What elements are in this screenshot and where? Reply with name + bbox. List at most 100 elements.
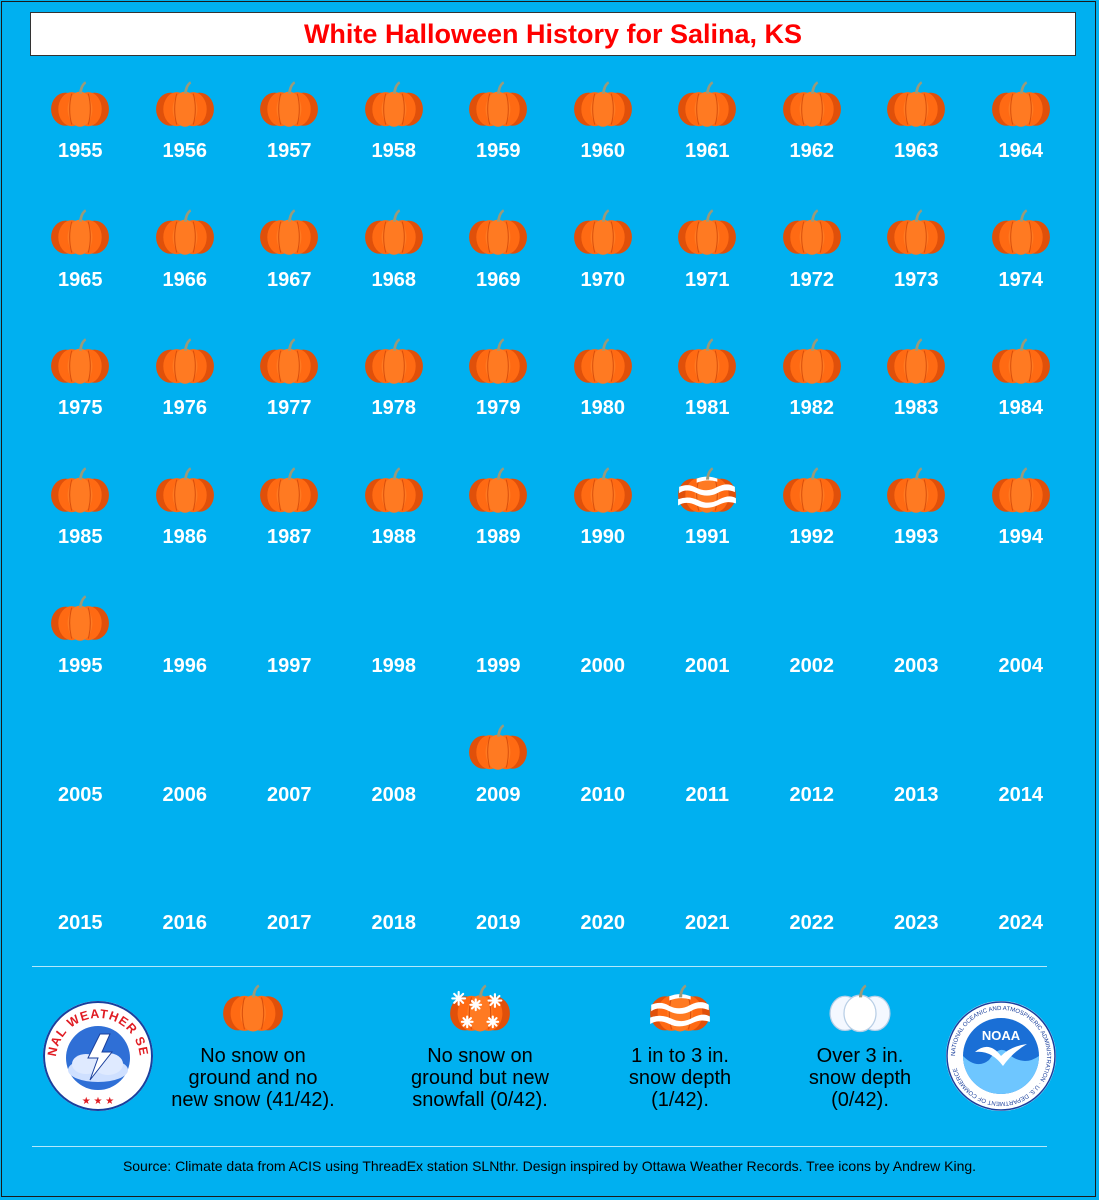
year-icon-slot	[133, 591, 238, 651]
year-label: 2000	[580, 654, 626, 677]
year-label: 2001	[685, 654, 730, 677]
year-label: 2004	[998, 654, 1044, 677]
year-cell: 1998	[342, 591, 447, 719]
year-icon-slot	[237, 76, 342, 136]
year-label: 1989	[476, 526, 521, 549]
year-cell: 1960	[551, 76, 656, 204]
year-icon-slot	[655, 720, 760, 780]
year-icon-slot	[133, 333, 238, 393]
year-icon-slot	[655, 848, 760, 908]
year-icon-slot	[133, 848, 238, 908]
year-label: 2018	[371, 912, 417, 935]
year-label: 1993	[894, 526, 939, 549]
year-label: 1980	[580, 397, 626, 420]
legend-label: 1 in to 3 in. snow depth (1/42).	[628, 1045, 732, 1111]
year-icon-slot	[342, 848, 447, 908]
year-icon-slot	[133, 462, 238, 522]
year-cell: 2000	[551, 591, 656, 719]
year-icon-slot	[28, 76, 133, 136]
snow-striped-pumpkin-icon	[648, 981, 712, 1040]
year-cell: 2003	[864, 591, 969, 719]
year-label: 1977	[267, 397, 312, 420]
pumpkin-icon	[49, 206, 111, 263]
year-icon-slot	[28, 720, 133, 780]
year-icon-slot	[133, 720, 238, 780]
snow-striped-pumpkin-icon	[676, 464, 738, 521]
year-label: 1972	[789, 268, 835, 291]
year-cell: 2016	[133, 848, 238, 976]
year-icon-slot	[237, 720, 342, 780]
title-box: White Halloween History for Salina, KS	[30, 12, 1076, 56]
year-cell: 2012	[760, 720, 865, 848]
year-cell: 1993	[864, 462, 969, 590]
year-icon-slot	[237, 205, 342, 265]
year-label: 2009	[476, 783, 521, 806]
year-cell: 1995	[28, 591, 133, 719]
year-icon-slot	[342, 591, 447, 651]
pumpkin-icon	[363, 335, 425, 392]
year-cell: 2024	[969, 848, 1074, 976]
divider-top	[32, 966, 1047, 967]
year-cell: 1970	[551, 205, 656, 333]
year-icon-slot	[760, 333, 865, 393]
year-label: 1967	[267, 268, 312, 291]
year-cell: 1982	[760, 333, 865, 461]
year-icon-slot	[655, 333, 760, 393]
year-cell: 2007	[237, 720, 342, 848]
year-icon-slot	[969, 462, 1074, 522]
year-label: 1970	[580, 268, 626, 291]
year-icon-slot	[446, 720, 551, 780]
year-cell: 1964	[969, 76, 1074, 204]
year-label: 1988	[371, 526, 417, 549]
pumpkin-icon	[467, 464, 529, 521]
year-cell: 1976	[133, 333, 238, 461]
pumpkin-icon	[363, 206, 425, 263]
year-cell: 2005	[28, 720, 133, 848]
pumpkin-icon	[49, 592, 111, 649]
year-cell: 1974	[969, 205, 1074, 333]
year-cell: 1981	[655, 333, 760, 461]
pumpkin-icon	[467, 78, 529, 135]
pumpkin-icon	[154, 206, 216, 263]
year-label: 1981	[685, 397, 730, 420]
legend-item: No snow on ground and no new snow (41/42…	[148, 975, 358, 1111]
pumpkin-icon	[885, 464, 947, 521]
source-note: Source: Climate data from ACIS using Thr…	[122, 1158, 977, 1174]
year-label: 1994	[998, 526, 1044, 549]
year-cell: 1985	[28, 462, 133, 590]
year-label: 1996	[162, 654, 208, 677]
year-label: 1969	[476, 268, 521, 291]
year-icon-slot	[133, 76, 238, 136]
pumpkin-icon	[990, 78, 1052, 135]
year-cell: 2006	[133, 720, 238, 848]
year-label: 1990	[580, 526, 626, 549]
pumpkin-icon	[885, 335, 947, 392]
year-cell: 1980	[551, 333, 656, 461]
pumpkin-icon	[781, 464, 843, 521]
snowflake-pumpkin-icon	[448, 981, 512, 1040]
pumpkin-icon	[363, 464, 425, 521]
year-label: 2007	[267, 783, 312, 806]
year-label: 2005	[58, 783, 103, 806]
year-icon-slot	[342, 205, 447, 265]
legend-icon-slot	[595, 975, 765, 1045]
year-icon-slot	[969, 76, 1074, 136]
pumpkin-icon	[572, 335, 634, 392]
year-label: 1966	[162, 268, 208, 291]
year-icon-slot	[551, 720, 656, 780]
year-label: 1984	[998, 397, 1044, 420]
year-icon-slot	[864, 333, 969, 393]
year-cell: 1996	[133, 591, 238, 719]
year-cell: 1963	[864, 76, 969, 204]
year-icon-slot	[760, 720, 865, 780]
year-cell: 2022	[760, 848, 865, 976]
pumpkin-icon	[258, 335, 320, 392]
year-label: 1987	[267, 526, 312, 549]
year-icon-slot	[342, 462, 447, 522]
year-label: 2023	[894, 912, 939, 935]
year-cell: 2019	[446, 848, 551, 976]
year-label: 1976	[162, 397, 208, 420]
year-icon-slot	[28, 848, 133, 908]
year-cell: 1957	[237, 76, 342, 204]
